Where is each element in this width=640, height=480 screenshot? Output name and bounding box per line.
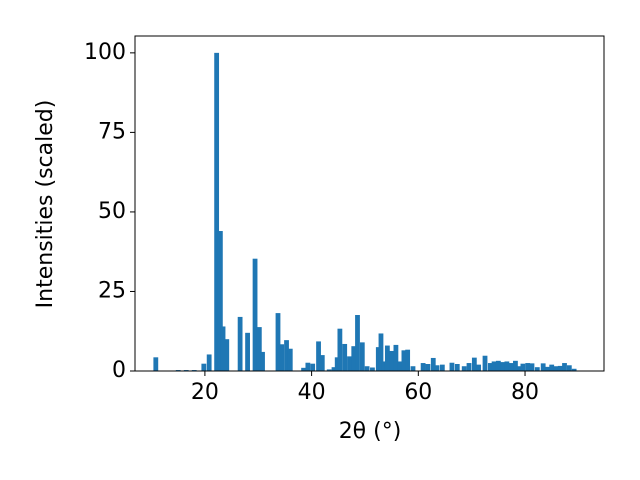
bar [553,366,559,371]
bar [260,351,265,371]
bar [206,354,212,371]
x-tick-label: 40 [298,380,326,405]
bar [279,344,285,371]
bar [220,326,226,371]
bar [256,327,262,371]
bar [520,363,526,371]
x-axis-label: 2θ (°) [339,419,402,444]
bar [487,363,493,371]
bar [319,355,325,371]
bar [540,363,546,371]
bar [410,366,416,371]
bar [393,344,399,371]
bar [566,365,572,371]
y-tick-label: 75 [98,119,126,144]
y-tick-label: 100 [84,40,126,65]
bar [397,361,403,371]
bar [342,343,348,371]
bar [252,258,258,371]
bar [389,350,395,371]
y-axis-label: Intensities (scaled) [33,100,58,309]
bar [316,341,321,371]
bar [378,333,384,371]
x-tick-label: 60 [404,380,432,405]
bar [351,346,357,371]
bar [430,357,436,371]
bar [545,366,550,371]
bar [504,361,510,371]
bar [461,366,467,371]
bar [214,52,220,371]
bar [301,367,307,371]
bar [549,364,555,371]
y-tick-label: 0 [112,358,126,383]
bar [381,361,387,371]
bar [310,363,316,371]
bar [425,364,431,371]
bar [562,363,567,371]
bar [500,362,506,371]
bar [287,348,293,371]
bar [245,332,250,371]
bar [359,342,365,371]
bar [529,363,535,371]
bar [375,347,381,371]
bar [466,363,472,371]
bar [405,349,411,371]
bar [384,345,390,371]
bar [471,357,477,371]
bar [364,366,370,371]
bar [449,362,455,371]
bar [217,231,223,371]
bar [482,355,488,371]
bar [491,361,497,371]
bar [571,368,577,371]
bar [454,364,460,371]
bar [355,315,360,371]
bar [237,316,243,371]
bar [284,340,289,371]
y-tick-label: 50 [98,199,126,224]
bar [275,313,281,371]
bar [513,360,518,371]
x-tick-label: 20 [191,380,219,405]
bar [224,339,230,371]
bar [508,363,514,371]
bar [557,365,563,371]
bar [525,363,531,371]
bar [370,367,375,371]
bar [517,366,523,371]
bar [331,367,337,371]
bar [334,357,340,371]
bar [201,363,207,371]
bar [476,364,482,371]
bar [326,369,332,371]
plot-frame [134,35,605,372]
x-tick-label: 80 [511,380,539,405]
bar [347,356,352,371]
bar [534,367,540,371]
bar [420,363,426,371]
bar [337,328,343,371]
bar [434,365,440,371]
y-tick-label: 25 [98,278,126,303]
bar [401,350,407,371]
bar [439,364,445,371]
bar [495,360,501,371]
bar [153,357,159,371]
bar [305,362,311,371]
